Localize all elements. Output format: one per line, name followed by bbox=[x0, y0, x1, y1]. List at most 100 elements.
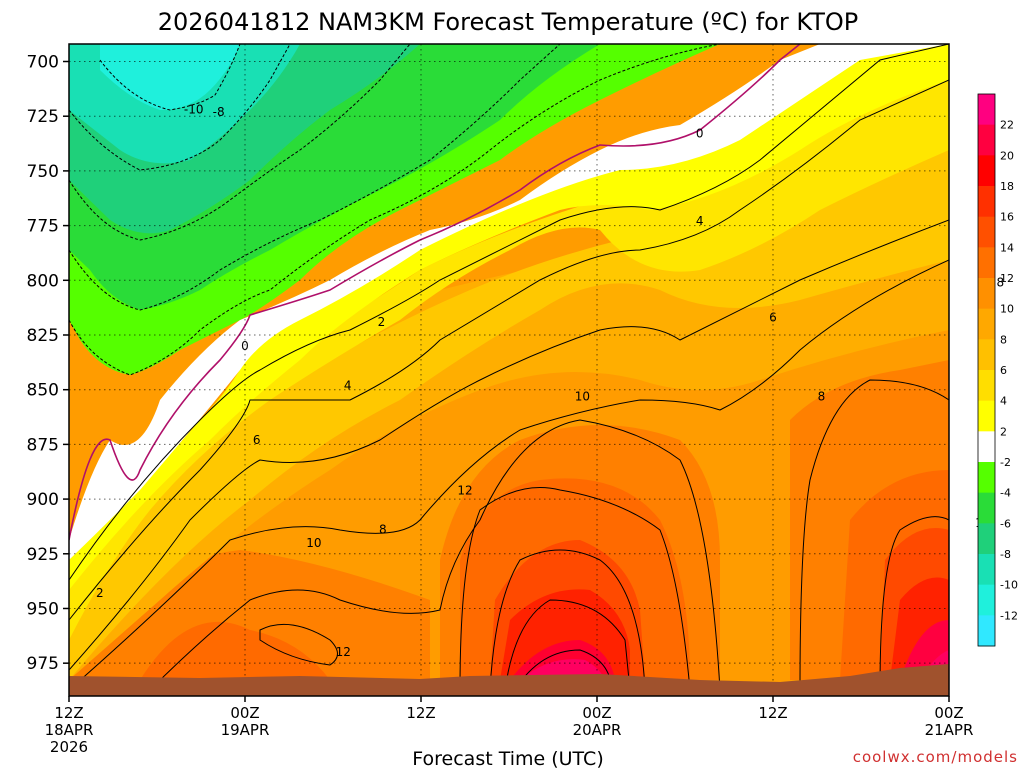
contour-label: 8 bbox=[818, 389, 826, 403]
colorbar-swatch bbox=[978, 124, 995, 156]
colorbar-swatch bbox=[978, 492, 995, 524]
y-tick-label: 825 bbox=[27, 326, 59, 346]
contour-label: 12 bbox=[457, 483, 472, 497]
contour-label: 0 bbox=[241, 339, 249, 353]
isotherm-0 bbox=[69, 44, 801, 541]
colorbar-swatch bbox=[978, 615, 995, 647]
contour-fill bbox=[69, 44, 949, 696]
y-tick-label: 850 bbox=[27, 381, 59, 401]
x-tick-label: 21APR bbox=[925, 721, 974, 739]
colorbar-label: -2 bbox=[1000, 456, 1011, 469]
y-tick-label: 750 bbox=[27, 162, 59, 182]
isotherm-neg4 bbox=[69, 44, 561, 311]
x-tick-label: 12Z bbox=[406, 704, 435, 722]
contour-label: 10 bbox=[575, 389, 590, 403]
colorbar-swatch bbox=[978, 308, 995, 340]
colorbar-swatch bbox=[978, 216, 995, 248]
x-tick-label: 12Z bbox=[758, 704, 787, 722]
colorbar-label: -4 bbox=[1000, 487, 1011, 500]
colorbar-label: 8 bbox=[1000, 333, 1007, 346]
isotherm-neg10 bbox=[99, 44, 241, 111]
isotherm-10 bbox=[149, 419, 721, 691]
fill-band-6-8 bbox=[69, 44, 949, 680]
colorbar-swatch bbox=[978, 278, 995, 310]
colorbar-label: 2 bbox=[1000, 425, 1007, 438]
x-tick-label: 18APR bbox=[45, 721, 94, 739]
y-axis: 700 725 750 775 800 825 850 875 900 925 950 975 bbox=[27, 53, 69, 674]
colorbar-label: 22 bbox=[1000, 119, 1014, 132]
isotherm-neg8 bbox=[69, 44, 291, 171]
y-tick-label: 950 bbox=[27, 599, 59, 619]
x-tick-label: 00Z bbox=[230, 704, 259, 722]
colorbar-label: 16 bbox=[1000, 211, 1014, 224]
contour-label: 2 bbox=[96, 586, 104, 600]
isotherm-12-west bbox=[259, 623, 338, 666]
x-axis-label: Forecast Time (UTC) bbox=[412, 748, 603, 768]
colorbar-swatch bbox=[978, 370, 995, 402]
x-tick-label: 00Z bbox=[934, 704, 963, 722]
credit-text: coolwx.com/models bbox=[853, 748, 1018, 766]
y-tick-label: 775 bbox=[27, 217, 59, 237]
contour-label: 4 bbox=[696, 214, 704, 228]
fill-band-2-4 bbox=[69, 44, 949, 640]
colorbar: 22 20 18 16 14 12 10 8 6 4 2 -2 -4 -6 -8 -10 -12 bbox=[977, 93, 1018, 647]
fill-band-neg12-neg10 bbox=[100, 44, 240, 110]
colorbar-label: -6 bbox=[1000, 517, 1011, 530]
colorbar-label: 4 bbox=[1000, 395, 1007, 408]
colorbar-label: -12 bbox=[1000, 609, 1018, 622]
colorbar-swatch bbox=[978, 339, 995, 371]
contour-label: -8 bbox=[213, 105, 225, 119]
terrain bbox=[69, 664, 949, 696]
x-tick-label: 00Z bbox=[582, 704, 611, 722]
contour-labels: -10-8048260410861210812212 bbox=[96, 103, 1005, 660]
isotherm-6 bbox=[69, 219, 949, 671]
isotherm-8 bbox=[69, 259, 949, 691]
isotherm-lines bbox=[69, 44, 949, 691]
y-tick-label: 800 bbox=[27, 271, 59, 291]
colorbar-label: 6 bbox=[1000, 364, 1007, 377]
chart-title: 2026041812 NAM3KM Forecast Temperature (… bbox=[158, 8, 859, 36]
colorbar-frame bbox=[977, 93, 996, 647]
colorbar-label: 14 bbox=[1000, 241, 1014, 254]
colorbar-swatch bbox=[978, 431, 995, 463]
contour-label: 12 bbox=[336, 645, 351, 659]
y-tick-label: 875 bbox=[27, 435, 59, 455]
colorbar-swatch bbox=[978, 186, 995, 218]
y-tick-label: 725 bbox=[27, 107, 59, 127]
colorbar-swatch bbox=[978, 462, 995, 494]
y-tick-label: 975 bbox=[27, 654, 59, 674]
colorbar-swatch bbox=[978, 400, 995, 432]
grid bbox=[69, 44, 949, 696]
isotherm-neg6 bbox=[69, 44, 411, 241]
colorbar-swatch bbox=[978, 584, 995, 616]
fill-band-12-14-west bbox=[140, 621, 330, 680]
y-tick-label: 700 bbox=[27, 53, 59, 73]
contour-label: 8 bbox=[997, 275, 1005, 289]
isotherm-16 bbox=[504, 599, 631, 691]
isotherm-12-east bbox=[799, 379, 949, 691]
x-tick-label: 2026 bbox=[50, 738, 88, 756]
colorbar-swatch bbox=[978, 247, 995, 279]
y-tick-label: 925 bbox=[27, 545, 59, 565]
contour-label: 8 bbox=[379, 523, 387, 537]
contour-label: -10 bbox=[184, 103, 204, 117]
isotherm-12 bbox=[459, 487, 691, 691]
contour-label: 6 bbox=[769, 310, 777, 324]
contour-label: 4 bbox=[344, 378, 352, 392]
isotherm-14-east bbox=[879, 516, 949, 691]
contour-label: 2 bbox=[378, 315, 386, 329]
colorbar-swatch bbox=[978, 523, 995, 555]
colorbar-swatch bbox=[978, 94, 995, 126]
x-tick-label: 19APR bbox=[221, 721, 270, 739]
y-tick-label: 900 bbox=[27, 490, 59, 510]
colorbar-label: 20 bbox=[1000, 149, 1014, 162]
colorbar-label: 10 bbox=[1000, 303, 1014, 316]
contour-label: 10 bbox=[306, 536, 321, 550]
colorbar-label: -8 bbox=[1000, 548, 1011, 561]
plot-frame bbox=[68, 43, 950, 697]
contour-label: 6 bbox=[253, 433, 261, 447]
x-tick-label: 20APR bbox=[573, 721, 622, 739]
isotherm-neg2 bbox=[69, 44, 721, 376]
